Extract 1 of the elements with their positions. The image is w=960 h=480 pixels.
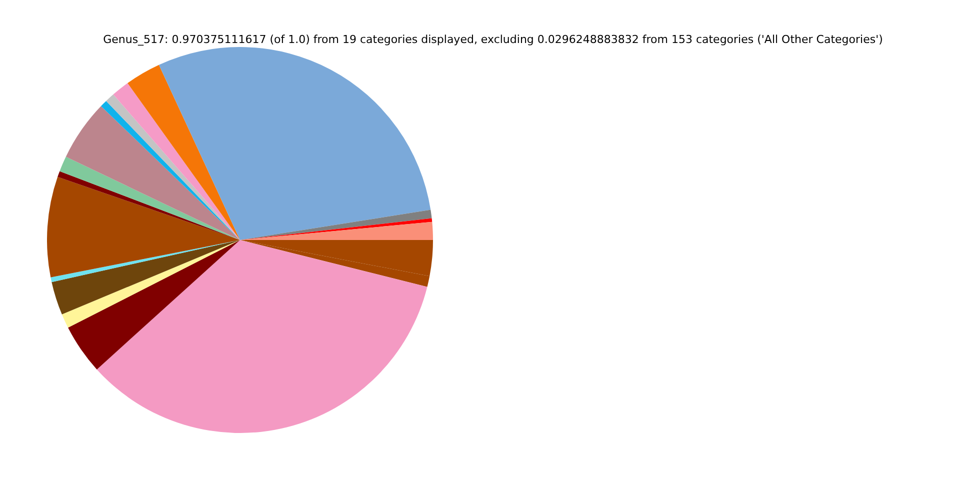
text: Genus_517: 0.970375111617 (of 1.0) from 19 categories displayed, excluding 0.0296248883832 from 153 categories ('All Other Categories') [102,33,884,46]
